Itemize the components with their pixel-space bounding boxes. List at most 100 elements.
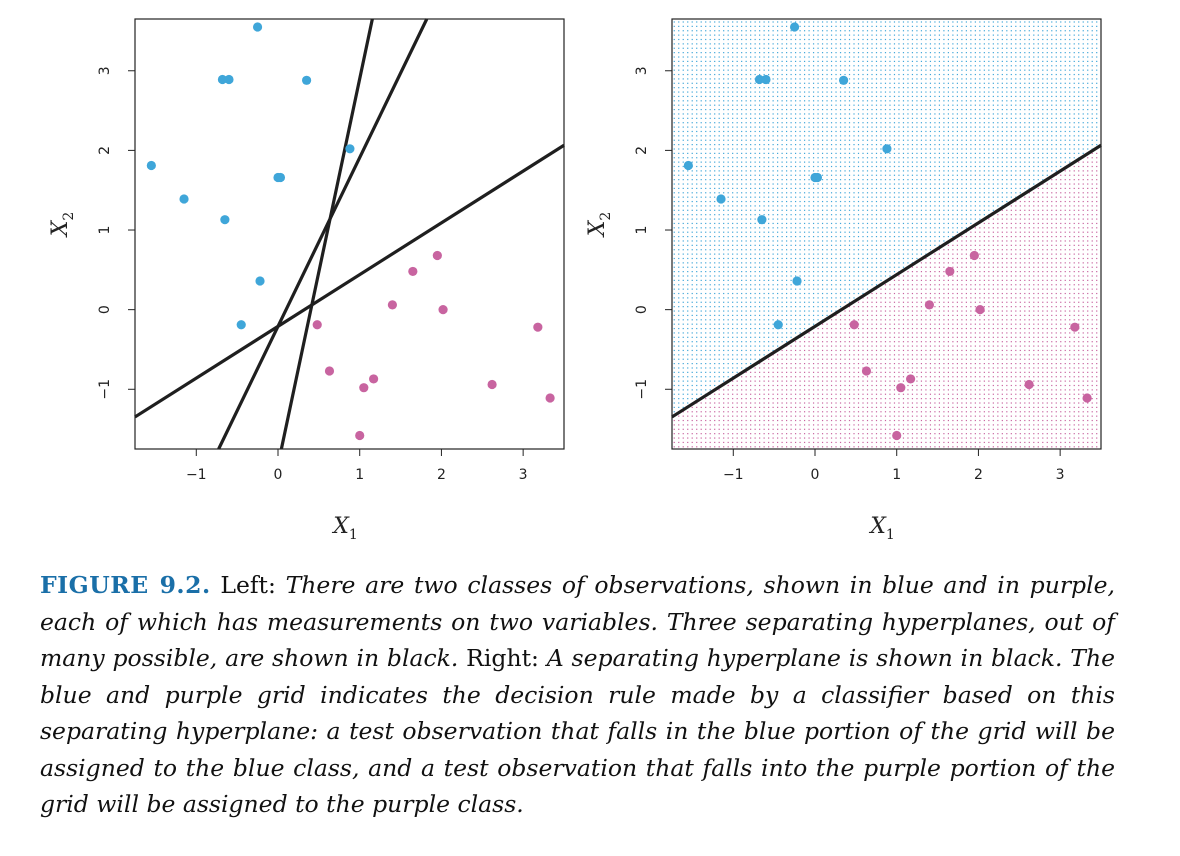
grid-dot	[678, 393, 680, 395]
grid-dot	[817, 165, 819, 168]
grid-dot	[705, 170, 707, 172]
grid-dot	[875, 297, 878, 299]
grid-dot	[781, 43, 783, 45]
grid-dot	[817, 135, 819, 137]
grid-dot	[741, 100, 743, 102]
grid-dot	[691, 306, 693, 308]
grid-dot	[714, 341, 716, 343]
grid-dot	[687, 275, 689, 277]
grid-dot	[709, 135, 711, 137]
grid-dot	[714, 419, 716, 422]
grid-dot	[723, 275, 725, 277]
grid-dot	[732, 279, 734, 281]
grid-dot	[709, 349, 711, 352]
grid-dot	[889, 384, 891, 387]
grid-dot	[691, 437, 693, 439]
grid-dot	[777, 297, 779, 299]
grid-dot	[777, 419, 779, 422]
grid-dot	[808, 100, 810, 102]
grid-dot	[714, 139, 716, 141]
grid-dot	[768, 398, 770, 400]
grid-dot	[759, 244, 761, 246]
grid-dot	[889, 271, 891, 273]
grid-dot	[839, 205, 842, 207]
grid-dot	[884, 82, 887, 84]
grid-dot	[835, 200, 837, 203]
grid-dot	[857, 161, 860, 163]
grid-dot	[678, 43, 680, 45]
grid-dot	[777, 87, 779, 89]
grid-dot	[759, 205, 761, 207]
grid-dot	[682, 139, 684, 141]
grid-dot	[893, 73, 896, 76]
grid-dot	[880, 69, 882, 71]
grid-dot	[871, 73, 873, 76]
grid-dot	[763, 288, 765, 290]
grid-dot	[687, 327, 689, 330]
grid-dot	[875, 100, 878, 102]
grid-dot	[777, 336, 779, 338]
grid-dot	[830, 179, 833, 181]
grid-dot	[808, 192, 810, 194]
grid-dot	[880, 227, 882, 229]
grid-dot	[884, 376, 887, 378]
grid-dot	[866, 192, 869, 194]
grid-dot	[696, 284, 698, 286]
grid-dot	[768, 25, 770, 27]
grid-dot	[759, 157, 761, 159]
grid-dot	[844, 380, 846, 382]
grid-dot	[884, 196, 887, 198]
grid-dot	[889, 371, 891, 373]
grid-dot	[857, 60, 860, 62]
grid-dot	[848, 433, 851, 435]
grid-dot	[889, 376, 891, 378]
grid-dot	[848, 179, 851, 181]
grid-dot	[736, 253, 738, 255]
grid-dot	[732, 389, 734, 391]
grid-dot	[862, 240, 864, 242]
grid-dot	[781, 284, 783, 286]
grid-dot	[673, 433, 675, 435]
grid-dot	[812, 301, 815, 303]
grid-dot	[727, 135, 729, 137]
grid-dot	[817, 275, 819, 277]
grid-dot	[736, 446, 738, 448]
grid-dot	[759, 108, 761, 111]
grid-dot	[875, 104, 878, 106]
grid-dot	[794, 384, 797, 387]
grid-dot	[839, 25, 842, 27]
grid-dot	[736, 113, 738, 115]
grid-dot	[857, 419, 860, 422]
grid-dot	[817, 130, 819, 133]
grid-dot	[696, 161, 698, 163]
grid-dot	[835, 415, 837, 417]
grid-dot	[871, 157, 873, 159]
grid-dot	[678, 367, 680, 369]
grid-dot	[723, 349, 725, 352]
grid-dot	[768, 65, 770, 67]
grid-dot	[727, 43, 729, 45]
grid-dot	[750, 398, 752, 400]
grid-dot	[750, 257, 752, 260]
grid-dot	[700, 411, 702, 413]
grid-dot	[857, 249, 860, 251]
grid-dot	[857, 384, 860, 387]
grid-dot	[678, 376, 680, 378]
grid-dot	[768, 196, 770, 198]
grid-dot	[790, 371, 792, 373]
grid-dot	[862, 406, 864, 408]
grid-dot	[862, 446, 864, 448]
grid-dot	[763, 297, 765, 299]
grid-dot	[714, 253, 716, 255]
grid-dot	[794, 65, 797, 67]
grid-dot	[682, 297, 684, 299]
grid-dot	[718, 170, 720, 172]
grid-dot	[839, 113, 842, 115]
grid-dot	[884, 441, 887, 444]
grid-dot	[687, 380, 689, 382]
grid-dot	[732, 253, 734, 255]
grid-dot	[884, 183, 887, 185]
grid-dot	[741, 336, 743, 338]
grid-dot	[790, 52, 792, 54]
grid-dot	[772, 358, 774, 360]
